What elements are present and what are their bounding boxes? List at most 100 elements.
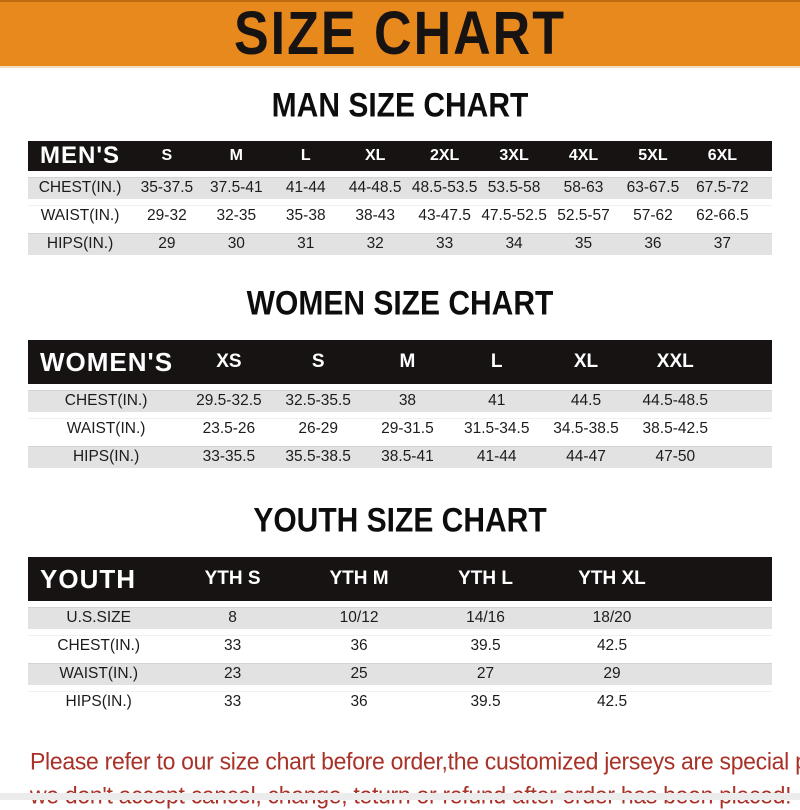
notice-line-1: Please refer to our size chart before or… (30, 747, 770, 776)
size-value-cell: 38.5-42.5 (631, 418, 720, 440)
size-value-cell: 29.5-32.5 (184, 390, 273, 412)
size-value-cell: 36 (618, 233, 687, 255)
header-spacer (757, 141, 772, 171)
size-value-cell: 25 (296, 663, 422, 685)
table-group-label: WOMEN'S (28, 340, 184, 384)
size-value-cell: 36 (296, 635, 422, 657)
size-column-header: XXL (631, 340, 720, 384)
size-value-cell: 27 (422, 663, 548, 685)
size-value-cell: 23.5-26 (184, 418, 273, 440)
row-spacer (720, 390, 772, 412)
row-label: HIPS(IN.) (28, 233, 132, 255)
size-value-cell: 47-50 (631, 446, 720, 468)
section-heading-youth: YOUTH SIZE CHART (0, 501, 800, 540)
size-column-header: S (274, 340, 363, 384)
size-value-cell: 32 (340, 233, 409, 255)
size-value-cell: 57-62 (618, 205, 687, 227)
row-spacer (720, 418, 772, 440)
header-spacer (675, 557, 772, 601)
row-label: CHEST(IN.) (28, 635, 169, 657)
table-group-label: YOUTH (28, 557, 169, 601)
size-value-cell: 10/12 (296, 607, 422, 629)
size-column-header: YTH XL (549, 557, 676, 601)
size-value-cell: 39.5 (422, 691, 548, 713)
size-value-cell: 44.5-48.5 (631, 390, 720, 412)
size-value-cell: 53.5-58 (479, 177, 548, 199)
size-value-cell: 58-63 (549, 177, 618, 199)
row-label: U.S.SIZE (28, 607, 169, 629)
size-column-header: YTH S (169, 557, 295, 601)
section-heading-women: WOMEN SIZE CHART (0, 284, 800, 323)
size-column-header: 4XL (549, 141, 618, 171)
size-value-cell: 42.5 (549, 635, 676, 657)
size-value-cell: 8 (169, 607, 295, 629)
size-value-cell: 47.5-52.5 (479, 205, 548, 227)
row-spacer (675, 635, 772, 657)
row-label: CHEST(IN.) (28, 177, 132, 199)
size-value-cell: 48.5-53.5 (410, 177, 479, 199)
row-spacer (720, 446, 772, 468)
size-value-cell: 42.5 (549, 691, 676, 713)
size-value-cell: 32.5-35.5 (274, 390, 363, 412)
size-value-cell: 14/16 (422, 607, 548, 629)
size-value-cell: 33 (169, 635, 295, 657)
size-value-cell: 33-35.5 (184, 446, 273, 468)
size-value-cell: 31.5-34.5 (452, 418, 541, 440)
size-column-header: M (202, 141, 271, 171)
row-label: WAIST(IN.) (28, 205, 132, 227)
size-value-cell: 52.5-57 (549, 205, 618, 227)
size-value-cell: 41 (452, 390, 541, 412)
size-column-header: 2XL (410, 141, 479, 171)
section-heading-men: MAN SIZE CHART (0, 86, 800, 125)
row-label: HIPS(IN.) (28, 691, 169, 713)
banner-title: SIZE CHART (234, 0, 566, 69)
size-value-cell: 41-44 (271, 177, 340, 199)
size-value-cell: 29 (132, 233, 201, 255)
size-value-cell: 34.5-38.5 (541, 418, 630, 440)
size-value-cell: 44-47 (541, 446, 630, 468)
size-value-cell: 62-66.5 (688, 205, 757, 227)
size-column-header: L (271, 141, 340, 171)
row-spacer (675, 607, 772, 629)
row-label: WAIST(IN.) (28, 418, 184, 440)
size-value-cell: 29 (549, 663, 676, 685)
row-label: CHEST(IN.) (28, 390, 184, 412)
row-spacer (757, 177, 772, 199)
table-group-label: MEN'S (28, 141, 132, 171)
banner: SIZE CHART (0, 0, 800, 68)
size-value-cell: 37 (688, 233, 757, 255)
size-column-header: YTH M (296, 557, 422, 601)
size-column-header: XL (541, 340, 630, 384)
size-value-cell: 33 (169, 691, 295, 713)
size-value-cell: 18/20 (549, 607, 676, 629)
size-value-cell: 29-32 (132, 205, 201, 227)
size-value-cell: 34 (479, 233, 548, 255)
size-value-cell: 30 (202, 233, 271, 255)
row-spacer (675, 663, 772, 685)
size-column-header: YTH L (422, 557, 548, 601)
size-value-cell: 67.5-72 (688, 177, 757, 199)
size-value-cell: 38.5-41 (363, 446, 452, 468)
row-spacer (675, 691, 772, 713)
size-value-cell: 35.5-38.5 (274, 446, 363, 468)
size-column-header: XS (184, 340, 273, 384)
row-label: HIPS(IN.) (28, 446, 184, 468)
